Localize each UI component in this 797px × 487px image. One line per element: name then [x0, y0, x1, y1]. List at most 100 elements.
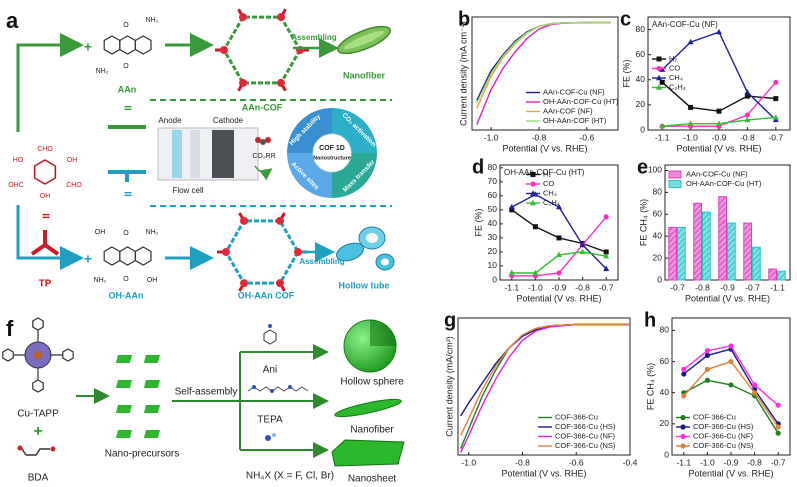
bar	[702, 211, 711, 281]
legend-label: COF-366-Cu (NF)	[555, 431, 616, 440]
cof-node	[277, 78, 285, 87]
x-tick-label: -1.0	[528, 282, 543, 292]
y-tick-label: 80	[660, 325, 670, 335]
marker	[744, 112, 751, 118]
ring	[134, 246, 152, 266]
x-tick-label: -0.7	[670, 282, 685, 292]
y-tick-label: 40	[488, 218, 498, 228]
precursor-sheet	[143, 405, 161, 413]
legend-swatch	[668, 180, 682, 188]
marker	[752, 390, 758, 396]
y-tick-label: 60	[660, 356, 670, 366]
cof-node	[222, 248, 230, 256]
marker	[680, 433, 686, 440]
ani-icon	[263, 329, 277, 345]
legend-label: OH-AAn-COF-Cu (HT)	[686, 179, 762, 188]
precursor-sheet	[115, 430, 132, 438]
group-label: NH₂	[94, 277, 107, 284]
y-tick-label: 40	[653, 230, 663, 240]
equals: II	[121, 105, 132, 111]
y-tick-label: 60	[636, 49, 646, 59]
plus: +	[33, 423, 42, 440]
tepa-icon	[247, 386, 309, 392]
hollow-sphere-image	[370, 320, 396, 346]
marker	[681, 371, 687, 377]
tp-group: OH	[40, 193, 51, 200]
y-tick-label: 30	[488, 232, 498, 242]
marker	[656, 74, 662, 81]
cof-name: AAn-COF	[242, 102, 283, 112]
y-axis-title: FE CH₄ (%)	[638, 199, 648, 246]
hollow-tube-image	[336, 226, 395, 271]
x-tick-label: -0.8	[575, 282, 590, 292]
product-name: Nanofiber	[343, 70, 386, 80]
bar	[693, 202, 702, 281]
precursor-sheet	[115, 380, 132, 388]
marker	[556, 270, 562, 276]
legend-label: COF-366-Cu (NS)	[693, 441, 754, 450]
x-tick-label: -1.0	[700, 457, 715, 467]
bar	[768, 268, 777, 281]
cell-name: Flow cell	[172, 186, 203, 195]
bar	[752, 246, 761, 281]
tepa-icon	[270, 389, 274, 393]
marker	[728, 382, 734, 388]
linker-name: BDA	[28, 473, 49, 484]
plot-frame	[471, 16, 619, 131]
precursor-sheet	[115, 355, 132, 363]
marker	[716, 28, 722, 35]
panel-label: e	[637, 156, 648, 178]
cof-network	[215, 8, 309, 92]
reagent: TEPA	[257, 415, 283, 426]
tube	[366, 233, 378, 243]
x-tick-label: -0.9	[724, 457, 739, 467]
x-tick-label: -1.0	[484, 132, 499, 142]
ring	[2, 348, 14, 362]
marker	[530, 172, 536, 177]
y-tick-label: 80	[636, 24, 646, 34]
tp-symbol	[30, 230, 60, 256]
panel-label: d	[472, 156, 484, 178]
tepa-icon	[252, 385, 256, 389]
group-label: NH₂	[146, 229, 159, 236]
panel-f: f Cu-TAPP + BDA Nano-precursors Self-ass…	[2, 316, 405, 485]
cof-node	[276, 216, 284, 225]
y-tick-label: 40	[636, 74, 646, 84]
legend-label: C₂H₄	[669, 82, 686, 91]
marker	[659, 79, 665, 85]
y-tick-label: 0	[664, 449, 669, 459]
marker	[603, 265, 610, 271]
marker	[681, 366, 687, 372]
y-tick-label: 60	[488, 190, 498, 200]
x-tick-label: -0.8	[532, 132, 547, 142]
tp-ring	[33, 159, 57, 185]
x-tick-label: -0.8	[747, 457, 762, 467]
step-label: Assembling	[291, 33, 336, 42]
series-line	[511, 209, 607, 253]
x-tick-label: -0.7	[768, 132, 783, 142]
marker	[716, 120, 722, 126]
panel-label: b	[458, 8, 470, 30]
reagent: NH₄X (X = F, Cl, Br)	[246, 471, 334, 482]
bar	[718, 196, 727, 281]
nanofiber-image	[334, 398, 402, 418]
x-tick-label: -0.7	[771, 457, 786, 467]
marker	[744, 89, 751, 95]
marker	[772, 114, 779, 120]
ring	[103, 35, 121, 55]
x-tick-label: -0.7	[745, 282, 760, 292]
y-tick-label: 20	[636, 99, 646, 109]
legend-label: CO	[543, 179, 554, 188]
panel-label: f	[6, 316, 14, 341]
marker	[508, 269, 515, 276]
marker	[704, 348, 711, 354]
marker	[775, 430, 781, 436]
y-tick-label: 60	[653, 209, 663, 219]
x-axis-title: Potential (V vs. RHE)	[516, 293, 601, 303]
group-label: O	[123, 230, 129, 237]
group-label: OH	[95, 229, 106, 236]
wheel-center	[312, 133, 352, 173]
monomer-name: OH-AAn	[109, 290, 144, 300]
ring	[32, 317, 44, 331]
marker	[509, 207, 515, 213]
